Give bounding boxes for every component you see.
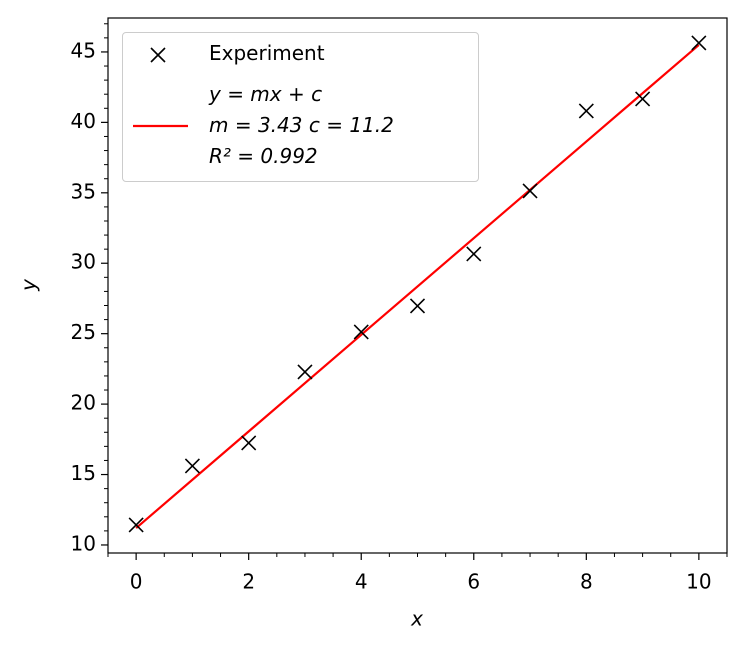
y-tick-label: 15 [71, 461, 96, 485]
data-point [691, 35, 707, 51]
y-tick-label: 10 [71, 531, 96, 555]
legend-key [150, 47, 166, 63]
x-tick-label: 10 [686, 570, 711, 594]
x-tick-label: 6 [467, 570, 480, 594]
x-tick-label: 4 [355, 570, 368, 594]
y-axis-label: y [17, 278, 41, 292]
data-point [635, 91, 651, 107]
y-tick-label: 35 [71, 179, 96, 203]
legend-keys [133, 47, 188, 128]
legend-label: Experiment [209, 41, 325, 65]
data-point [409, 298, 426, 314]
data-point [522, 183, 538, 199]
data-point [297, 364, 313, 380]
data-point [466, 246, 482, 262]
x-axis-label: x [410, 607, 423, 631]
y-tick-label: 45 [71, 38, 96, 62]
x-tick-label: 2 [242, 570, 255, 594]
y-tick-label: 40 [71, 109, 96, 133]
legend-label: y = mx + c m = 3.43 c = 11.2 R² = 0.992 [209, 82, 394, 168]
data-point [184, 458, 200, 474]
data-point [353, 324, 369, 340]
data-point [241, 435, 257, 451]
fit-line [135, 44, 700, 529]
y-tick-label: 30 [71, 250, 96, 274]
data-point [128, 517, 144, 533]
legend: Experiment y = mx + c m = 3.43 c = 11.2 … [122, 32, 479, 182]
y-tick-label: 20 [71, 391, 96, 415]
x-tick-label: 8 [580, 570, 593, 594]
x-tick-label: 0 [130, 570, 143, 594]
data-point [578, 103, 594, 119]
y-tick-label: 25 [71, 320, 96, 344]
